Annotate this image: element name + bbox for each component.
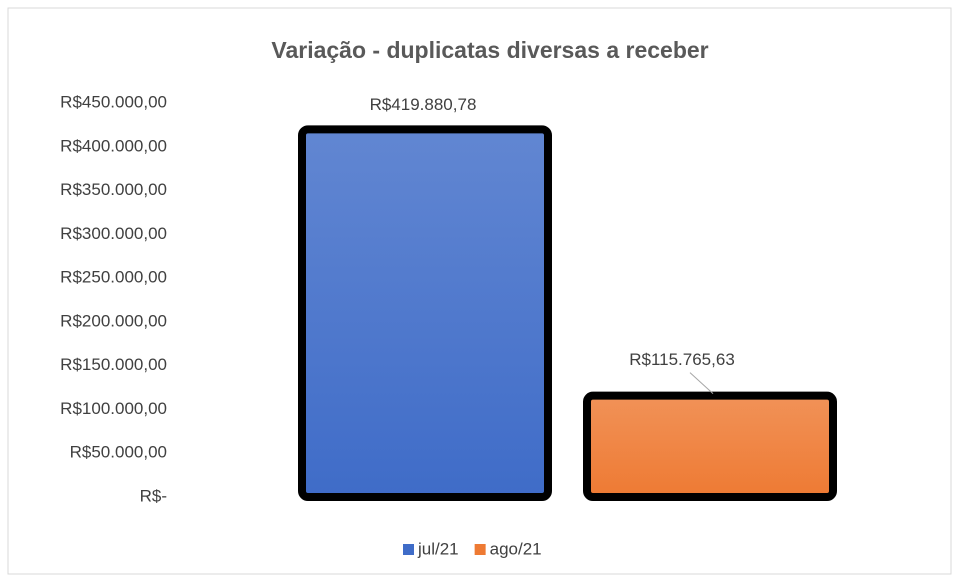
y-tick-label: R$150.000,00 xyxy=(60,355,167,374)
data-label: R$115.765,63 xyxy=(629,350,735,369)
legend-label: jul/21 xyxy=(417,539,459,558)
y-tick-label: R$300.000,00 xyxy=(60,224,167,243)
y-tick-label: R$200.000,00 xyxy=(60,311,167,330)
bar xyxy=(298,125,552,501)
data-label: R$419.880,78 xyxy=(370,95,477,114)
y-tick-label: R$400.000,00 xyxy=(60,136,167,155)
legend-swatch xyxy=(474,544,486,555)
y-tick-label: R$- xyxy=(140,486,167,505)
y-tick-label: R$100.000,00 xyxy=(60,399,167,418)
chart-title: Variação - duplicatas diversas a receber xyxy=(271,37,708,63)
legend-swatch xyxy=(403,544,414,555)
leader-line xyxy=(689,372,714,395)
y-tick-label: R$50.000,00 xyxy=(70,443,167,462)
y-tick-label: R$450.000,00 xyxy=(60,92,167,111)
bar xyxy=(583,391,837,501)
y-tick-label: R$250.000,00 xyxy=(60,268,167,287)
legend-label: ago/21 xyxy=(490,539,542,558)
y-tick-label: R$350.000,00 xyxy=(60,180,167,199)
